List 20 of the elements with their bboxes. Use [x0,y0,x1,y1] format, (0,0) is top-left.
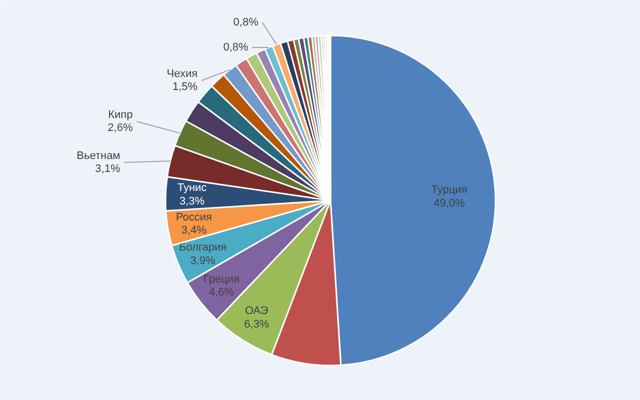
data-label: 3,1% [95,163,120,176]
data-label: 49,0% [434,197,466,210]
data-label: 6,3% [244,318,270,330]
slice-label: ОАЭ [244,305,268,318]
data-label: 1,5% [172,81,198,94]
slice-label: Греция [204,274,240,286]
data-label: 3,4% [181,224,207,236]
data-label: 0,8% [233,16,259,28]
data-label: 0,8% [223,42,249,54]
slice-label: Россия [176,211,212,224]
data-label: 3,3% [179,195,205,208]
slice-label: Тунис [177,182,208,194]
data-label: 4,6% [208,286,234,299]
data-label: 2,6% [108,122,133,134]
slice-label: Вьетнам [76,150,120,162]
slice-label: Кипр [108,108,133,121]
slice-label: Чехия [166,68,198,80]
data-label: 3,9% [190,254,216,267]
slice-label: Болгария [178,242,227,254]
slice-label: Турция [431,184,468,196]
